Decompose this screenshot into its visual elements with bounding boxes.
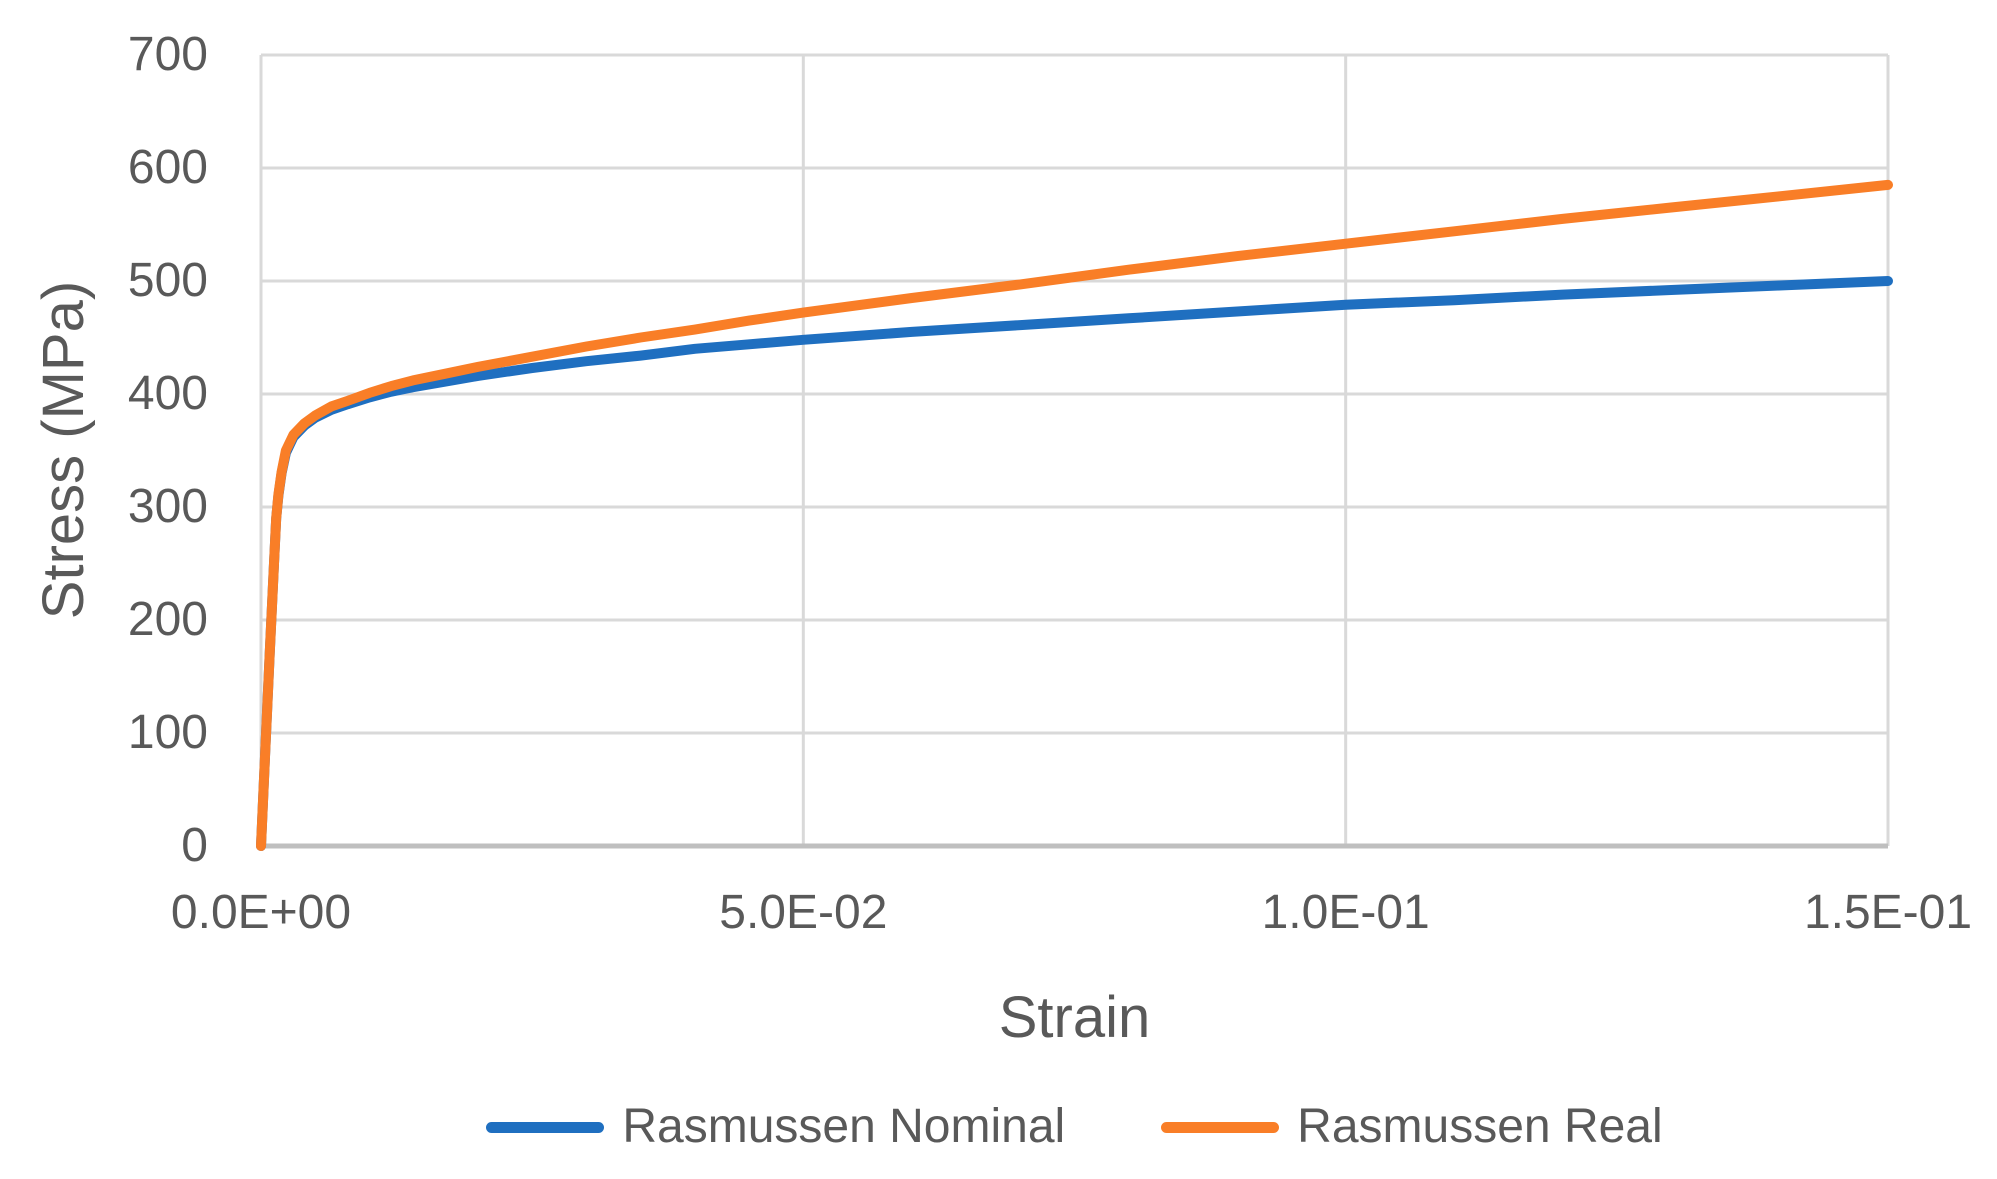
x-tick-label: 5.0E-02	[719, 886, 888, 939]
legend-swatch-line	[486, 1121, 605, 1133]
x-tick-label: 1.5E-01	[1803, 886, 1973, 939]
x-tick-label: 1.0E-01	[1261, 886, 1430, 939]
y-axis-title: Stress (MPa)	[31, 280, 96, 620]
series-line-1	[256, 179, 1893, 851]
y-tick-label: 700	[127, 28, 208, 81]
y-tick-label: 400	[127, 367, 208, 420]
legend-label: Rasmussen Real	[1297, 1100, 1663, 1153]
y-tick-label: 600	[127, 141, 208, 194]
x-axis-title: Strain	[998, 985, 1151, 1050]
y-tick-label: 200	[127, 593, 208, 646]
legend-item: Rasmussen Real	[1161, 1098, 1663, 1156]
legend-item: Rasmussen Nominal	[486, 1098, 1065, 1156]
y-tick-label: 100	[127, 706, 208, 759]
y-tick-label: 0	[181, 819, 208, 872]
y-tick-label: 500	[127, 254, 208, 307]
legend-swatch-line	[1161, 1121, 1280, 1133]
y-tick-label: 300	[127, 480, 208, 533]
chart-legend: Rasmussen Nominal Rasmussen Real	[261, 1098, 1888, 1156]
x-tick-label: 0.0E+00	[170, 886, 352, 939]
legend-label: Rasmussen Nominal	[622, 1100, 1066, 1153]
